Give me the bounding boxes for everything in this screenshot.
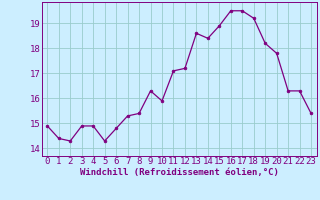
- X-axis label: Windchill (Refroidissement éolien,°C): Windchill (Refroidissement éolien,°C): [80, 168, 279, 177]
